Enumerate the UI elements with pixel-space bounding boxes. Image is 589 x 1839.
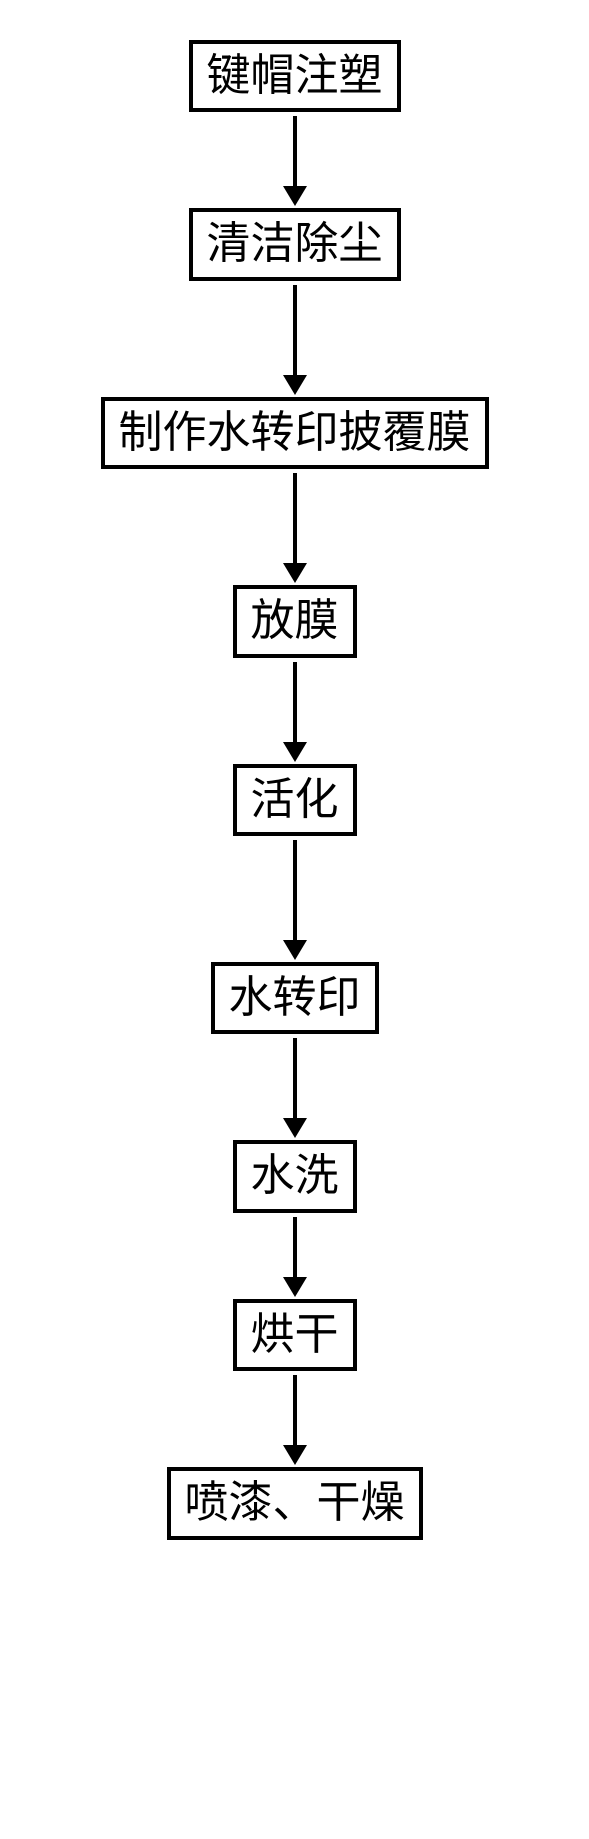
flow-arrow [283, 840, 307, 960]
arrow-shaft [293, 473, 297, 563]
flowchart-container: 键帽注塑清洁除尘制作水转印披覆膜放膜活化水转印水洗烘干喷漆、干燥 [101, 40, 489, 1540]
flow-arrow [283, 116, 307, 206]
arrow-head-icon [283, 375, 307, 395]
flow-node: 水转印 [211, 962, 379, 1034]
flow-arrow [283, 473, 307, 583]
arrow-head-icon [283, 1445, 307, 1465]
flow-node-label: 制作水转印披覆膜 [119, 409, 471, 457]
arrow-shaft [293, 1217, 297, 1277]
flow-arrow [283, 662, 307, 762]
flow-node-label: 放膜 [251, 597, 339, 645]
arrow-head-icon [283, 1277, 307, 1297]
flow-node-label: 烘干 [251, 1311, 339, 1359]
flow-node-label: 水洗 [251, 1152, 339, 1200]
arrow-head-icon [283, 563, 307, 583]
flow-node-label: 水转印 [229, 974, 361, 1022]
flow-node-label: 键帽注塑 [207, 52, 383, 100]
flow-node: 清洁除尘 [189, 208, 401, 280]
arrow-head-icon [283, 186, 307, 206]
arrow-head-icon [283, 1118, 307, 1138]
flow-node: 放膜 [233, 585, 357, 657]
arrow-shaft [293, 662, 297, 742]
flow-arrow [283, 1217, 307, 1297]
flow-node: 喷漆、干燥 [167, 1467, 423, 1539]
arrow-shaft [293, 1375, 297, 1445]
flow-arrow [283, 285, 307, 395]
flow-arrow [283, 1038, 307, 1138]
arrow-head-icon [283, 940, 307, 960]
flow-node-label: 喷漆、干燥 [185, 1479, 405, 1527]
arrow-shaft [293, 1038, 297, 1118]
flow-node: 活化 [233, 764, 357, 836]
arrow-head-icon [283, 742, 307, 762]
flow-arrow [283, 1375, 307, 1465]
arrow-shaft [293, 116, 297, 186]
flow-node: 键帽注塑 [189, 40, 401, 112]
arrow-shaft [293, 840, 297, 940]
flow-node: 烘干 [233, 1299, 357, 1371]
arrow-shaft [293, 285, 297, 375]
flow-node: 水洗 [233, 1140, 357, 1212]
flow-node-label: 活化 [251, 776, 339, 824]
flow-node-label: 清洁除尘 [207, 220, 383, 268]
flow-node: 制作水转印披覆膜 [101, 397, 489, 469]
